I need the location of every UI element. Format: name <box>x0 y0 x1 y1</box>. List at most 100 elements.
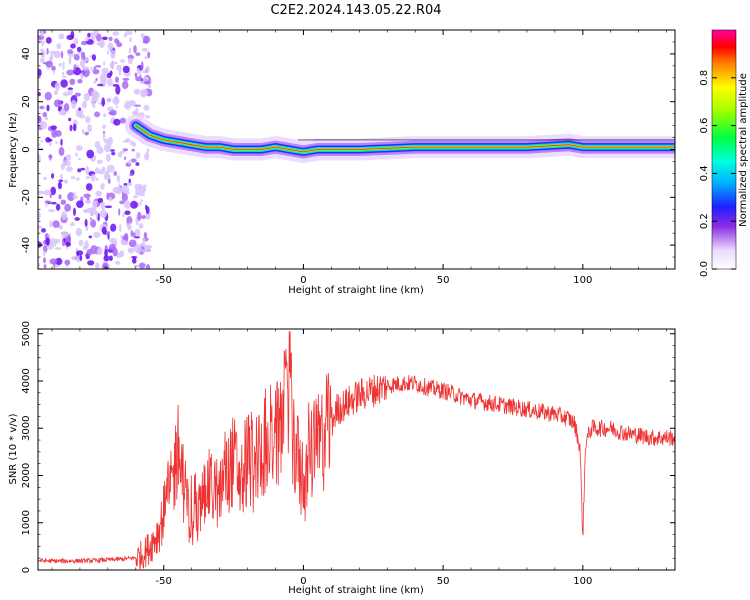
speckle-blob <box>134 243 142 254</box>
speckle-blob <box>58 146 65 156</box>
speckle-blob <box>70 222 75 227</box>
x-tick-label: 50 <box>437 275 450 286</box>
ridge-core-red <box>135 125 675 153</box>
speckle-blob <box>110 149 115 152</box>
speckle-blob <box>40 48 44 52</box>
speckle-blob <box>43 257 46 264</box>
speckle-blob <box>42 176 48 180</box>
speckle-blob <box>95 190 103 197</box>
speckle-blob <box>108 255 113 261</box>
colorbar-tick-label: 0.4 <box>699 165 710 181</box>
speckle-blob <box>91 90 99 100</box>
speckle-blob <box>137 185 143 192</box>
speckle-blob <box>118 182 121 192</box>
speckle-blob <box>50 186 56 196</box>
speckle-blob <box>121 81 129 90</box>
snr-plot: -50 0 50 100 0 1000 2000 3000 4000 5000 Height o… <box>8 321 676 596</box>
speckle-blob <box>40 30 44 37</box>
speckle-blob <box>131 148 135 152</box>
speckle-blob <box>71 99 77 109</box>
speckle-blob <box>89 217 92 220</box>
speckle-blob <box>52 220 60 229</box>
speckle-blob <box>103 255 110 262</box>
speckle-blob <box>93 231 101 238</box>
y-tick-label: 0 <box>21 146 32 152</box>
speckle-blob <box>122 148 128 152</box>
speckle-blob <box>101 97 105 107</box>
speckle-blob <box>49 258 58 265</box>
speckle-blob <box>95 78 98 81</box>
speckle-blob <box>69 124 73 132</box>
speckle-blob <box>75 227 83 237</box>
speckle-blob <box>131 110 139 116</box>
speckle-blob <box>50 125 57 130</box>
speckle-blob <box>67 192 75 202</box>
speckle-blob <box>92 201 98 211</box>
speckle-blob <box>61 211 68 221</box>
speckle-blob <box>55 203 61 211</box>
speckle-blob <box>106 164 115 173</box>
speckle-blob <box>90 67 93 72</box>
speckle-blob <box>104 249 108 257</box>
speckle-blob <box>42 250 46 256</box>
speckle-blob <box>73 64 76 72</box>
speckle-blob <box>64 203 71 212</box>
speckle-blob <box>145 65 150 74</box>
speckle-blob <box>84 240 89 249</box>
speckle-blob <box>90 245 98 255</box>
speckle-blob <box>138 223 144 229</box>
speckle-blob <box>45 237 51 246</box>
speckle-blob <box>56 43 62 50</box>
speckle-blob <box>107 78 113 87</box>
speckle-blob <box>58 225 64 230</box>
speckle-blob <box>146 148 150 154</box>
speckle-blob <box>134 72 138 78</box>
speckle-blob <box>57 181 63 190</box>
speckle-blob <box>119 200 125 205</box>
speckle-blob <box>49 50 57 55</box>
speckle-blob <box>82 68 90 78</box>
speckle-blob <box>115 85 121 95</box>
speckle-blob <box>132 142 137 148</box>
speckle-blob <box>41 228 46 233</box>
speckle-blob <box>78 157 81 161</box>
speckle-blob <box>38 68 42 77</box>
speckle-blob <box>80 59 86 68</box>
speckle-blob <box>100 201 106 211</box>
speckle-blob <box>74 92 81 97</box>
speckle-blob <box>115 76 119 83</box>
speckle-blob <box>85 116 91 124</box>
spectrogram-y-label: Frequency (Hz) <box>8 112 19 188</box>
speckle-blob <box>102 36 108 40</box>
speckle-blob <box>73 207 76 216</box>
speckle-blob <box>118 208 121 216</box>
speckle-blob <box>121 193 128 202</box>
speckle-blob <box>45 37 52 44</box>
speckle-blob <box>142 40 148 44</box>
speckle-blob <box>48 209 56 213</box>
speckle-blob <box>87 260 95 266</box>
colorbar: 0.0 0.2 0.4 0.6 0.8 Normalized spectral ampl… <box>699 29 749 277</box>
speckle-blob <box>67 49 74 54</box>
speckle-blob <box>134 228 141 237</box>
y-tick-label: -40 <box>21 237 32 253</box>
spectrogram-x-ticks: -50 0 50 100 <box>51 30 667 286</box>
speckle-blob <box>55 257 63 265</box>
spectrogram-x-label: Height of straight line (km) <box>288 285 424 296</box>
speckle-blob <box>135 187 138 197</box>
speckle-blob <box>99 39 105 49</box>
y-tick-label: 2000 <box>21 463 32 488</box>
speckle-blob <box>75 177 80 181</box>
speckle-blob <box>43 264 47 269</box>
y-tick-label: 20 <box>21 95 32 108</box>
speckle-blob <box>44 91 52 101</box>
speckle-blob <box>127 248 134 254</box>
speckle-blob <box>40 120 47 130</box>
speckle-blob <box>145 264 151 269</box>
colorbar-ticks: 0.0 0.2 0.4 0.6 0.8 <box>699 70 736 277</box>
speckle-blob <box>128 178 131 183</box>
speckle-blob <box>80 51 84 60</box>
speckle-blob <box>50 201 57 205</box>
speckle-blob <box>73 191 76 199</box>
speckle-blob <box>103 138 111 144</box>
